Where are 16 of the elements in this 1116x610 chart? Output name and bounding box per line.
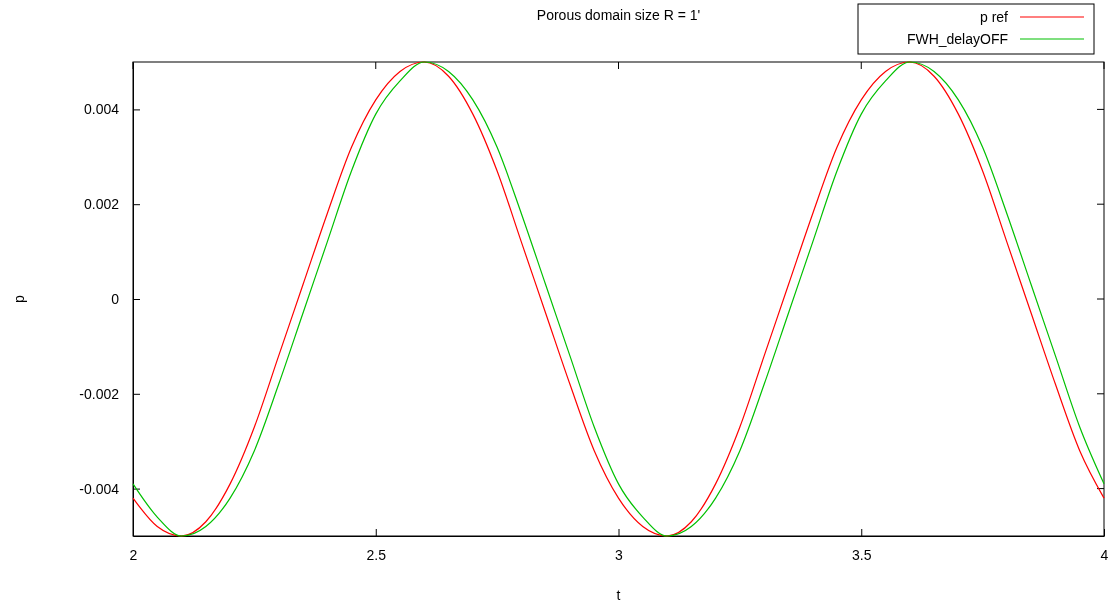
x-tick-label: 3.5 — [852, 546, 872, 563]
y-tick-label: -0.002 — [79, 385, 120, 402]
y-tick-label: 0.004 — [83, 101, 120, 118]
line-series — [132, 61, 1105, 537]
x-axis-title: t — [616, 587, 621, 603]
x-tick-label: 2.5 — [366, 546, 387, 563]
chart-title: Porous domain size R = 1' — [536, 7, 701, 23]
legend-label: p ref — [979, 9, 1009, 25]
y-tick-label: 0.002 — [83, 196, 120, 213]
y-tick-label: -0.004 — [79, 480, 120, 497]
x-tick-label: 4 — [1100, 546, 1109, 563]
legend-label: FWH_delayOFF — [906, 31, 1008, 47]
y-axis-title: p — [11, 294, 27, 303]
x-tick-label: 3 — [615, 546, 624, 563]
x-tick-label: 2 — [129, 546, 138, 563]
y-tick-label: 0 — [111, 290, 120, 307]
